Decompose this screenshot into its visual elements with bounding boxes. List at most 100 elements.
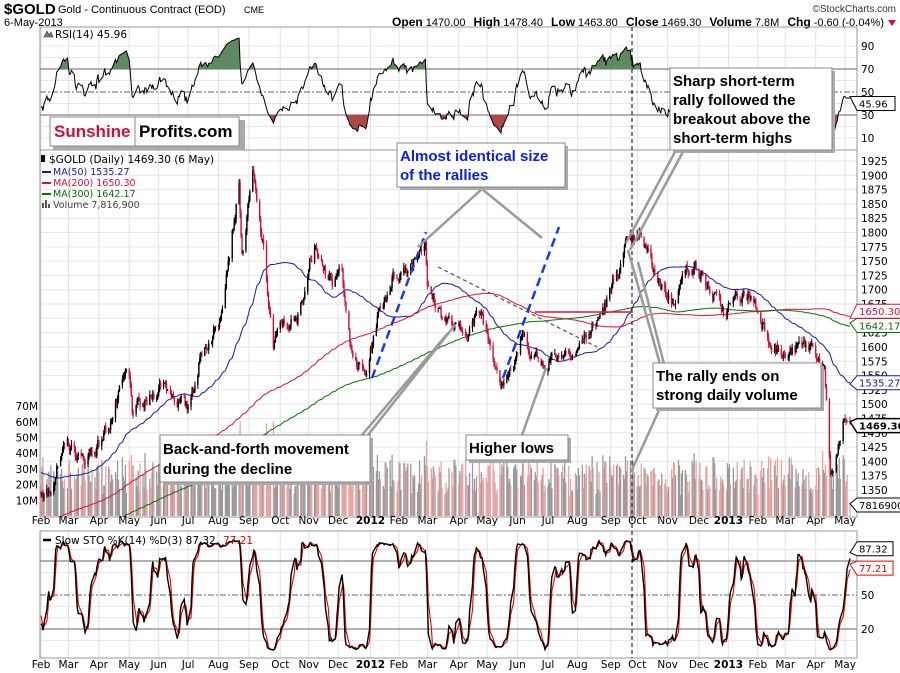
- candle-body: [397, 278, 399, 280]
- candle-body: [116, 399, 119, 405]
- candle-body: [114, 402, 117, 418]
- candle-body: [843, 418, 845, 422]
- volume-bar: [832, 471, 835, 516]
- candle-body: [53, 485, 55, 493]
- candle-body: [448, 316, 450, 318]
- volume-bar: [602, 455, 604, 516]
- candle-body: [157, 388, 160, 396]
- volume-bar: [495, 493, 497, 516]
- volume-bar: [61, 481, 64, 516]
- volume-bar: [407, 463, 409, 516]
- candle-body: [623, 246, 626, 254]
- candle-body: [609, 288, 611, 299]
- volume-bar: [768, 487, 771, 516]
- volume-bar: [665, 479, 667, 516]
- candle-body: [143, 403, 145, 407]
- candle-body: [220, 312, 223, 319]
- candle-body: [261, 239, 264, 241]
- annotation-rallies-line1: Almost identical size: [400, 148, 548, 165]
- volume-bar: [446, 491, 448, 516]
- volume-bar: [686, 481, 688, 516]
- candle-body: [377, 311, 380, 316]
- candle-body: [423, 245, 426, 252]
- volume-bar: [438, 467, 440, 516]
- volume-bar: [720, 481, 723, 516]
- price-axis-label: 1800: [861, 228, 888, 240]
- candle-body: [273, 342, 276, 348]
- candle-body: [40, 491, 42, 495]
- x-axis-month-label: Jun: [508, 515, 525, 527]
- candle-body: [303, 299, 305, 303]
- volume-bar: [207, 464, 209, 516]
- candle-body: [364, 371, 367, 376]
- candle-body: [709, 287, 711, 294]
- legend-volume: Volume 7,816,900: [53, 200, 140, 211]
- candle-body: [66, 438, 69, 446]
- volume-bar: [424, 465, 427, 516]
- candle-body: [551, 354, 553, 356]
- volume-bar: [439, 472, 441, 516]
- volume-bar: [692, 463, 694, 516]
- volume-bar: [583, 473, 585, 516]
- volume-bar: [453, 460, 455, 516]
- candle-body: [49, 491, 51, 494]
- candle-body: [375, 328, 378, 336]
- candle-body: [320, 257, 323, 260]
- candle-body: [80, 453, 82, 456]
- candle-body: [825, 386, 828, 401]
- volume-bar: [576, 489, 579, 516]
- volume-bar: [658, 479, 660, 516]
- volume-bar: [406, 467, 408, 516]
- volume-bar: [70, 488, 73, 516]
- x-axis-month-label: Mar: [59, 659, 79, 671]
- volume-bar: [479, 482, 482, 516]
- candle-body: [149, 394, 151, 406]
- volume-bar: [787, 473, 789, 516]
- volume-bar: [480, 472, 482, 516]
- volume-bar: [788, 457, 790, 516]
- candle-body: [680, 280, 683, 285]
- candle-body: [496, 367, 498, 371]
- volume-bar: [647, 476, 649, 516]
- volume-bar: [152, 462, 154, 516]
- candle-body: [199, 357, 201, 363]
- candle-body: [684, 270, 686, 275]
- volume-bar: [145, 469, 147, 516]
- volume-bar: [109, 469, 111, 516]
- candle-body: [83, 457, 85, 464]
- volume-bar: [756, 477, 758, 516]
- candle-body: [482, 313, 484, 325]
- volume-bar: [596, 462, 598, 516]
- volume-bar: [514, 465, 516, 516]
- candle-body: [407, 270, 409, 274]
- candle-body: [836, 453, 838, 457]
- volume-bar: [707, 489, 709, 516]
- volume-bar: [170, 480, 173, 516]
- candle-body: [131, 395, 133, 413]
- candle-body: [659, 278, 661, 284]
- candle-body: [370, 347, 373, 351]
- volume-bar: [163, 466, 166, 516]
- volume-bar: [440, 461, 442, 516]
- candle-body: [362, 368, 365, 370]
- volume-bar: [569, 479, 572, 516]
- legend-price: $GOLD (Daily) 1469.30 (6 May): [49, 154, 214, 166]
- volume-bar: [691, 460, 693, 516]
- candle-body: [688, 273, 690, 275]
- volume-bar: [137, 470, 139, 516]
- volume-bar: [412, 474, 414, 516]
- ma50-line: [40, 262, 851, 479]
- volume-legend-icon: [42, 200, 50, 208]
- volume-bar: [376, 454, 379, 516]
- volume-bar: [192, 486, 194, 516]
- candle-body: [489, 340, 491, 346]
- volume-bar: [666, 485, 668, 516]
- candle-body: [536, 351, 538, 357]
- volume-bar: [755, 473, 757, 516]
- volume-bar: [262, 462, 264, 516]
- candle-body: [335, 276, 337, 280]
- volume-bar: [234, 474, 236, 516]
- volume-bar: [84, 480, 86, 516]
- rally-2-dashed-line: [501, 226, 561, 379]
- volume-bar: [317, 482, 320, 516]
